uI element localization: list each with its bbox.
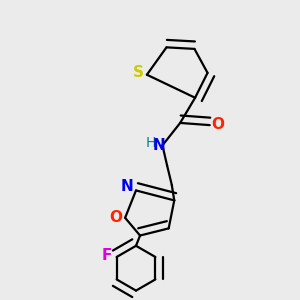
Text: H: H: [146, 136, 156, 151]
Text: N: N: [153, 138, 166, 153]
Text: O: O: [109, 210, 122, 225]
Text: F: F: [101, 248, 112, 263]
Text: S: S: [133, 65, 144, 80]
Text: O: O: [211, 117, 224, 132]
Text: N: N: [120, 179, 133, 194]
